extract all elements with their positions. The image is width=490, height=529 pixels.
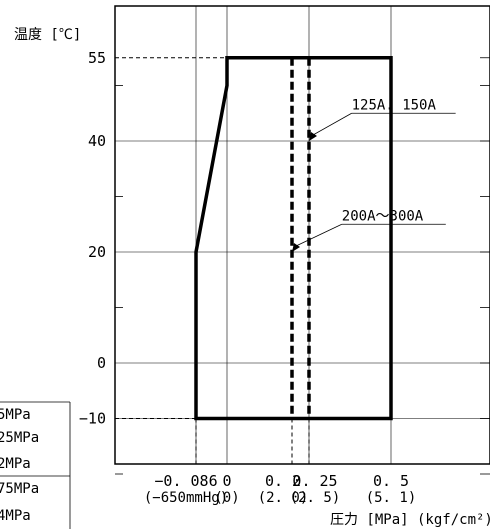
x-tick-sublabel: (0) [214,490,239,506]
series-label: 125A. 150A [352,97,437,113]
x-axis-label: 圧力 [MPa] (kgf/cm²) [330,512,490,528]
fragment-label: 2MPa [0,456,31,472]
leader-line [312,112,352,136]
series-lines [290,57,311,419]
x-tick-sublabel: (2. 5) [290,490,341,506]
y-tick-label: 40 [88,132,106,150]
operating-region [194,56,393,421]
fragment-label: 25MPa [0,430,39,446]
y-tick-label: 20 [88,243,106,261]
y-tick-label: 55 [88,49,106,67]
x-tick-sublabel: (−650mmHg) [144,490,228,506]
y-axis-ticks [115,57,490,475]
y-tick-label: −10 [79,410,106,428]
x-tick-sublabel: (5. 1) [366,490,417,506]
arrow-head [292,243,300,252]
leader-line [295,223,342,247]
y-tick-label: 0 [97,354,106,372]
y-axis-label: 温度 [℃] [14,27,81,43]
grid-lines [115,6,490,464]
x-tick-label: 0. 5 [373,472,409,490]
x-tick-sublabel: (2. 0) [258,490,309,506]
x-tick-label: 0. 2 [265,472,301,490]
fragment-label: 4MPa [0,508,31,524]
x-tick-label: −0. 086 [154,472,217,490]
annotations: 200A～300A 125A. 150A [292,97,456,252]
fragment-label: 5MPa [0,407,31,423]
left-table-fragment: 5MPa 25MPa 2MPa 75MPa 4MPa [0,401,71,529]
x-tick-label: 0 [222,472,231,490]
x-tick-labels: −0. 086(−650mmHg)0(0) 0. 2(2. 0)0. 25(2. … [144,472,416,506]
x-tick-label: 0. 25 [292,472,337,490]
fragment-label: 75MPa [0,481,39,497]
y-tick-labels: 55 40 20 0 −10 [79,49,106,428]
guide-lines [115,57,310,464]
arrow-head [309,132,317,141]
series-label: 200A～300A [342,208,424,224]
plot-frame [114,5,490,465]
